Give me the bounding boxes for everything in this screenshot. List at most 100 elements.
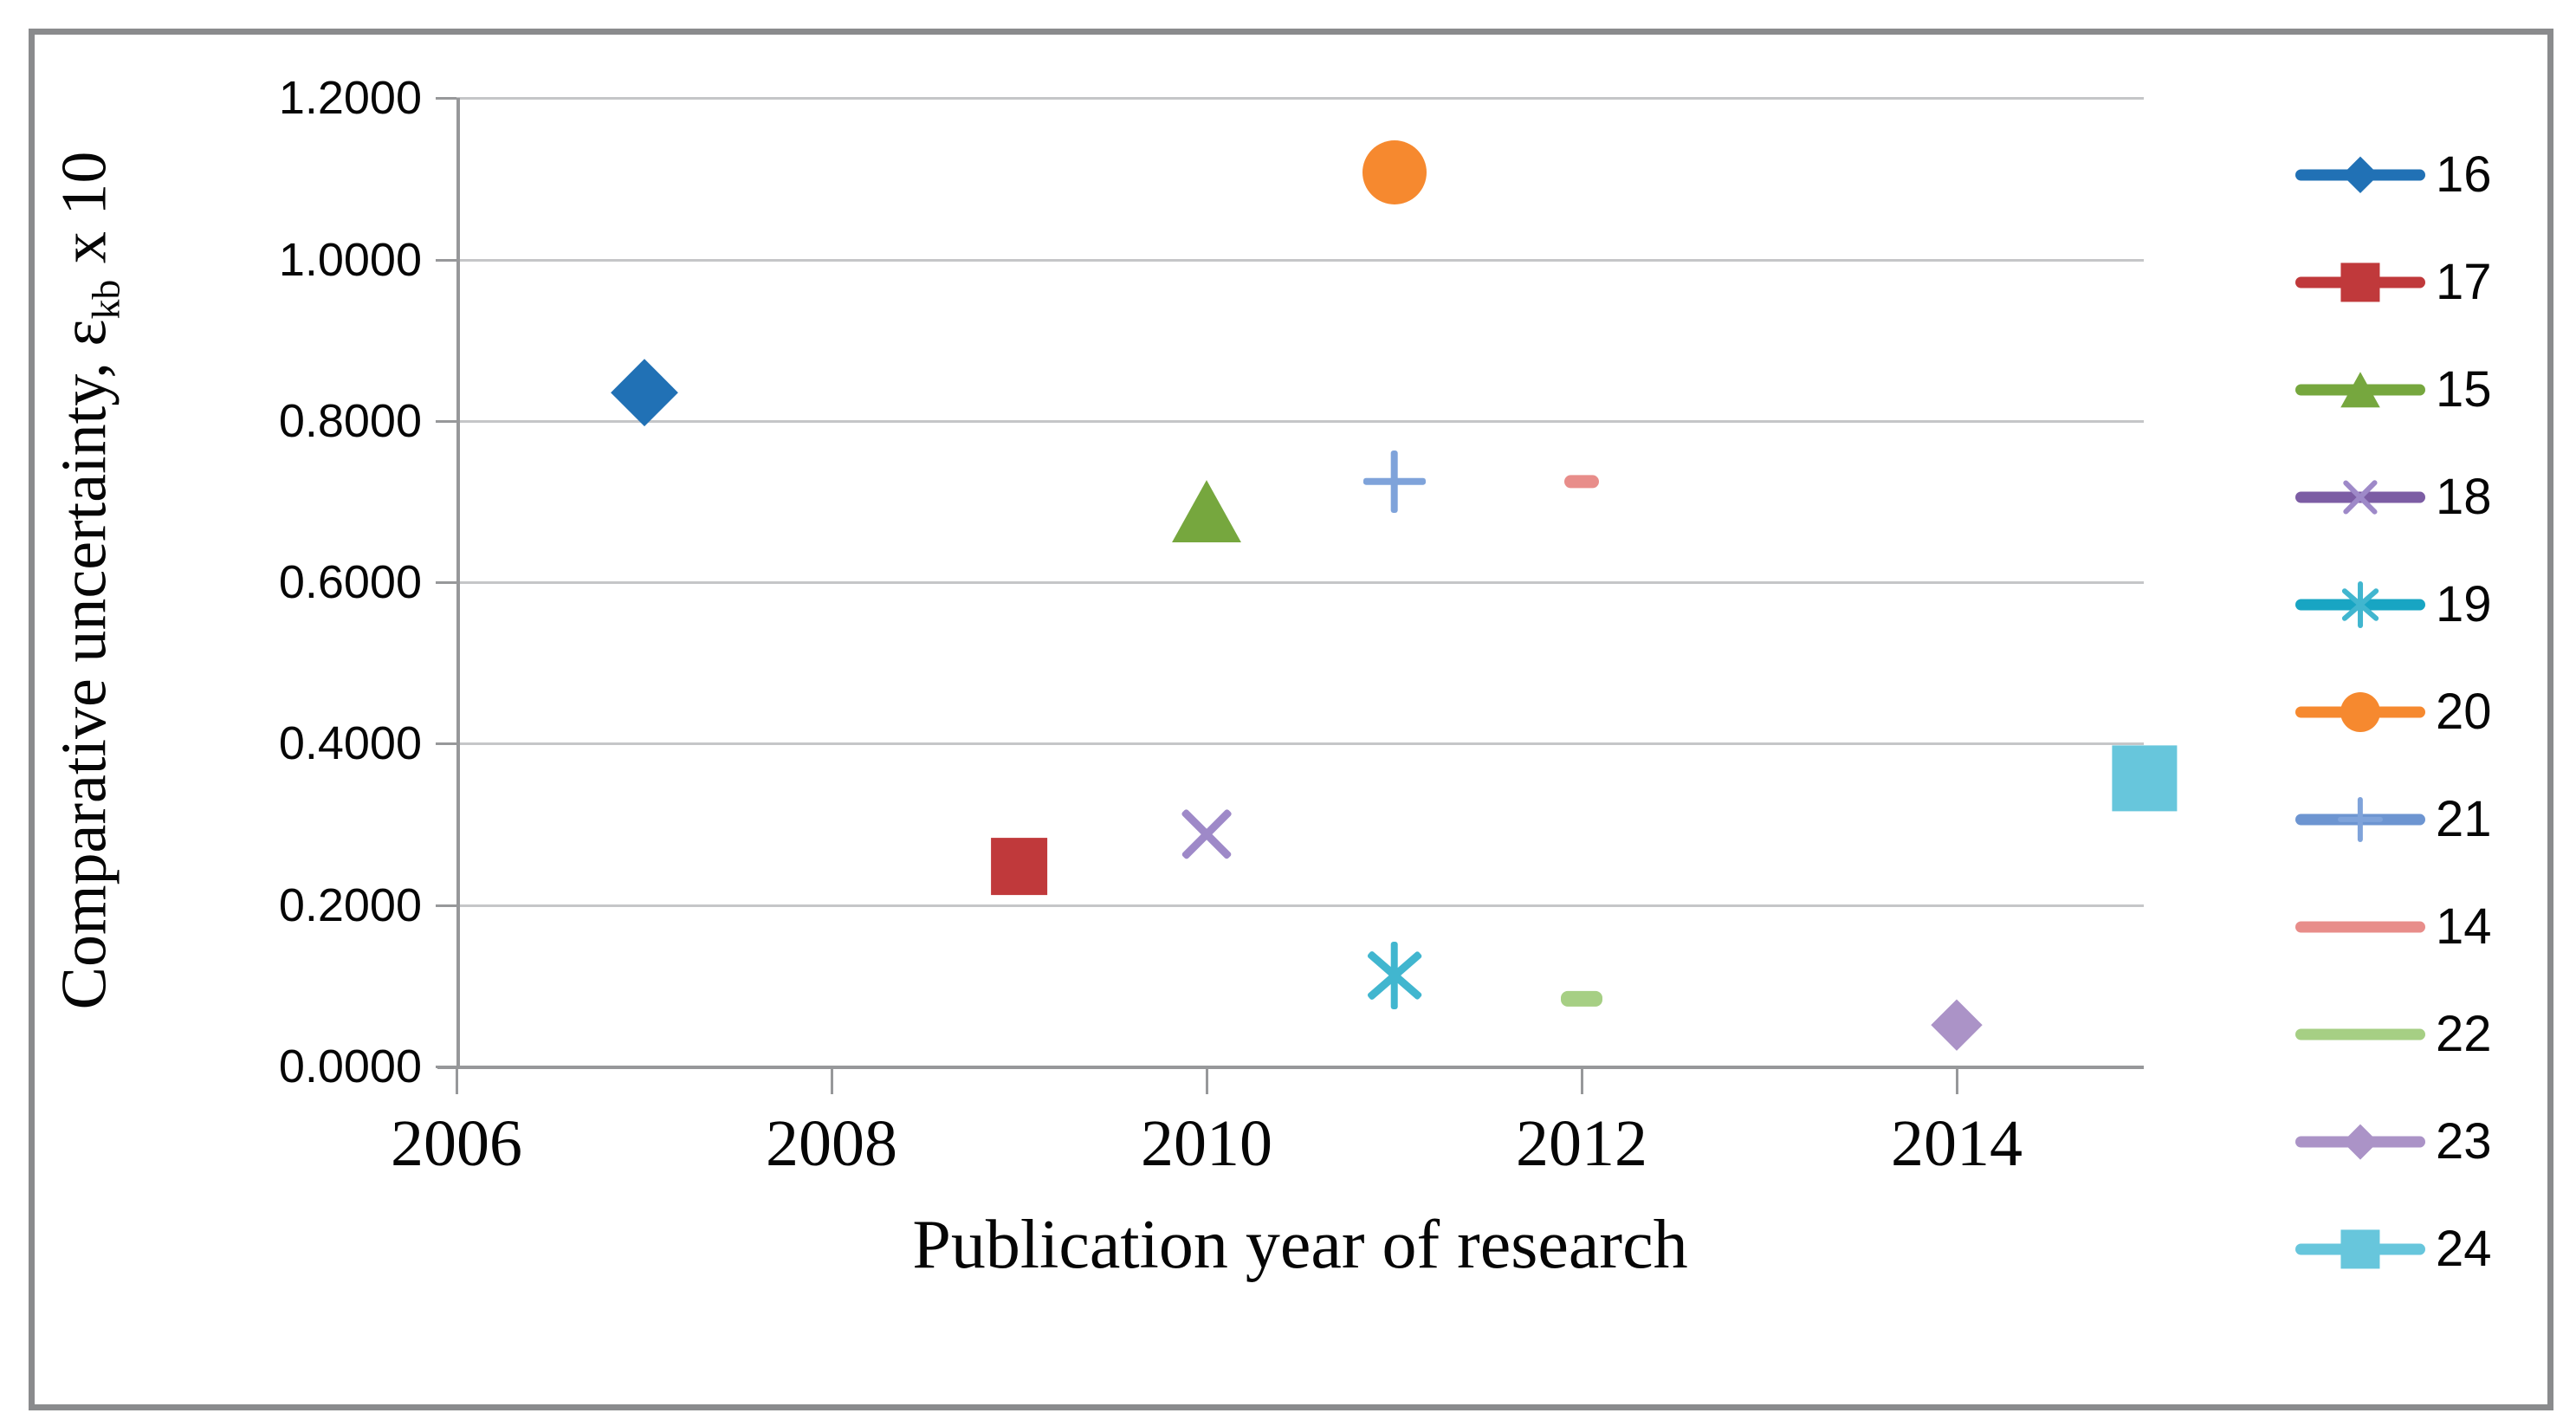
asterisk-marker-shape [2337,581,2384,628]
plus-marker-shape [1362,450,1426,513]
legend-label: 20 [2436,684,2492,740]
gridline [456,581,2144,585]
y-tick-label: 0.8000 [278,394,422,447]
diamond-marker-shape [2341,156,2379,194]
y-tick-label: 1.0000 [278,233,422,286]
y-tick-label: 0.4000 [278,717,422,770]
y-axis-title-main: Comparative uncertainty, ε [49,319,120,1010]
circle-marker-shape [1362,139,1427,204]
y-tick-label: 0.0000 [278,1040,422,1092]
gridline [456,419,2144,423]
dash-fill [1564,475,1599,489]
diamond-fill [2342,1124,2379,1160]
data-point-16 [610,359,678,426]
y-axis-title-tail: x 10 [49,151,120,280]
legend-label: 19 [2436,576,2492,632]
x-tick-label: 2012 [1516,1107,1647,1180]
legend-marker-x [2338,475,2383,520]
x-axis-tick [1581,1066,1583,1094]
plus-marker-shape [2338,797,2383,842]
y-axis-tick [436,742,456,746]
x-axis-tick [456,1066,458,1094]
y-axis-tick [436,581,456,585]
square-marker-shape [2340,262,2381,303]
data-point-19 [1361,941,1428,1009]
data-point-21 [1362,450,1426,513]
marker-bar [1362,477,1426,485]
triangle-fill [1172,480,1241,543]
legend-marker-triangle [2340,370,2380,410]
diamond-marker-shape [610,359,678,426]
asterisk-marker-shape [1361,941,1428,1009]
dash-marker-shape [1564,464,1599,499]
x-tick-label: 2006 [391,1107,522,1180]
legend-label: 23 [2436,1113,2492,1170]
diamond-marker-shape [1931,999,1983,1052]
square-fill [990,838,1048,895]
data-point-24 [2110,743,2179,813]
x-tick-label: 2010 [1141,1107,1272,1180]
dash-fill [1561,990,1602,1007]
x-tick-label: 2014 [1891,1107,2023,1180]
x-axis-title: Publication year of research [912,1207,1688,1283]
legend-line [2295,921,2425,933]
x-axis-tick [1206,1066,1208,1094]
legend-label: 18 [2436,469,2492,525]
circle-marker-shape [2340,692,2380,732]
diamond-fill [1931,999,1983,1052]
y-axis-tick [436,97,456,100]
y-tick-label: 0.2000 [278,878,422,931]
legend-marker-asterisk [2337,581,2384,628]
legend-marker-circle [2340,692,2380,732]
y-axis-title: Comparative uncertainty, εkb x 10 [49,152,129,1010]
x-axis-tick [1956,1066,1958,1094]
y-axis-tick [436,419,456,423]
gridline [456,742,2144,746]
triangle-marker-shape [1172,476,1241,546]
dash-marker-shape [1561,978,1602,1020]
y-axis-line [456,98,460,1069]
gridline [456,904,2144,907]
square-fill [2340,263,2380,302]
legend-label: 22 [2436,1006,2492,1062]
y-tick-label: 0.6000 [278,556,422,609]
legend-marker-diamond [2342,1124,2379,1160]
square-marker-shape [2110,743,2179,813]
square-fill [2111,745,2178,812]
square-fill [2340,1229,2380,1269]
circle-fill [1362,139,1427,204]
data-point-22 [1561,978,1602,1020]
gridline [456,97,2144,100]
triangle-marker-shape [2340,370,2380,410]
gridline [456,258,2144,262]
legend-line [2295,1028,2425,1040]
y-axis-tick [436,258,456,262]
data-point-14 [1564,464,1599,499]
legend-marker-diamond [2341,156,2379,194]
legend-marker-plus [2338,797,2383,842]
data-point-20 [1362,139,1427,204]
diamond-fill [2341,156,2379,194]
legend-label: 24 [2436,1221,2492,1277]
triangle-fill [2340,372,2380,408]
data-point-23 [1931,999,1983,1052]
data-point-18 [1175,802,1239,866]
y-axis-tick [436,904,456,907]
diamond-marker-shape [2342,1124,2379,1160]
data-point-15 [1172,476,1241,546]
legend-label: 16 [2436,146,2492,203]
square-marker-shape [989,836,1050,897]
x-axis-line [437,1066,2144,1069]
legend-label: 21 [2436,791,2492,847]
y-axis-title-subscript: kb [83,279,128,320]
legend-marker-square [2340,262,2381,303]
y-tick-label: 1.2000 [278,72,422,125]
circle-fill [2340,692,2380,732]
legend-label: 17 [2436,254,2492,310]
x-marker-shape [1175,802,1239,866]
legend-marker-square [2340,1228,2381,1270]
marker-bar [2338,816,2383,823]
x-axis-tick [831,1066,833,1094]
x-marker-shape [2338,475,2383,520]
data-point-17 [989,836,1050,897]
